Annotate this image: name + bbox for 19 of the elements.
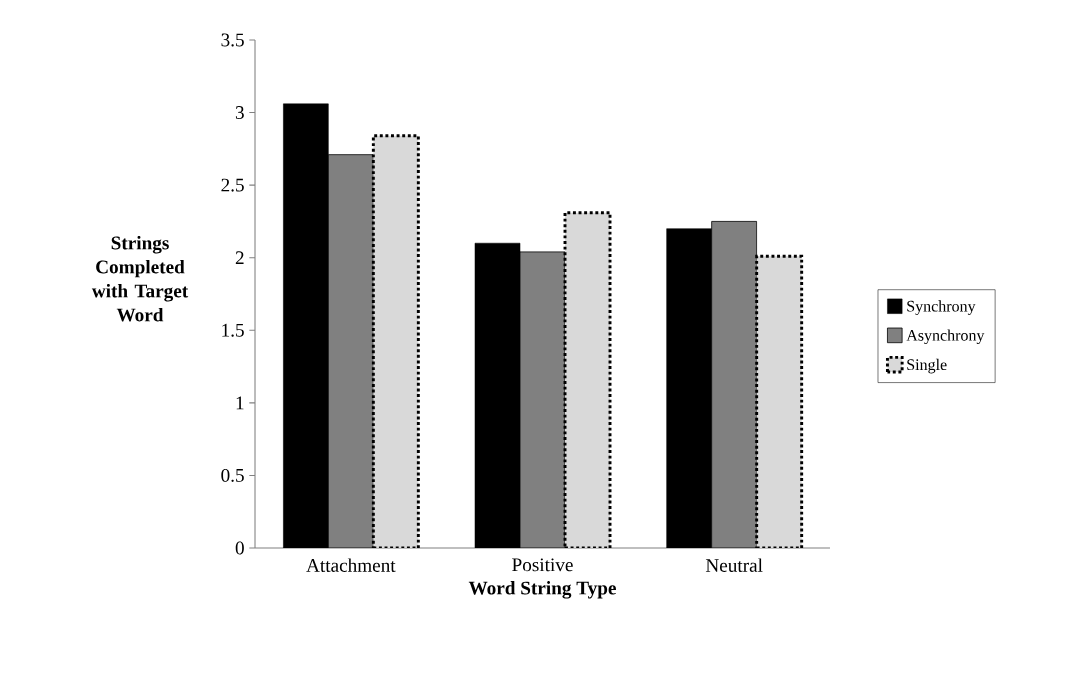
x-axis-title: Word String Type <box>468 581 616 599</box>
y-tick-label: 3.5 <box>221 33 244 47</box>
y-tick-label: 0.5 <box>221 468 244 482</box>
x-tick-label: Neutral <box>705 558 763 572</box>
y-tick-label: 2.5 <box>221 178 244 192</box>
bar <box>563 211 612 548</box>
bar <box>755 254 804 548</box>
legend-label: Asynchrony <box>906 329 985 345</box>
y-tick-label: 1 <box>236 396 244 410</box>
x-tick-label: Attachment <box>306 558 396 572</box>
legend-label: Synchrony <box>907 300 976 315</box>
y-axis-title: Strings Completed with Target Word <box>91 235 189 322</box>
bar <box>371 134 420 548</box>
x-tick-label: Positive <box>512 558 573 572</box>
y-tick-label: 2 <box>235 251 244 265</box>
legend-label: Single <box>907 358 947 374</box>
y-tick-label: 3 <box>235 106 244 120</box>
y-tick-label: 0 <box>235 541 244 555</box>
y-tick-label: 1.5 <box>222 323 244 337</box>
